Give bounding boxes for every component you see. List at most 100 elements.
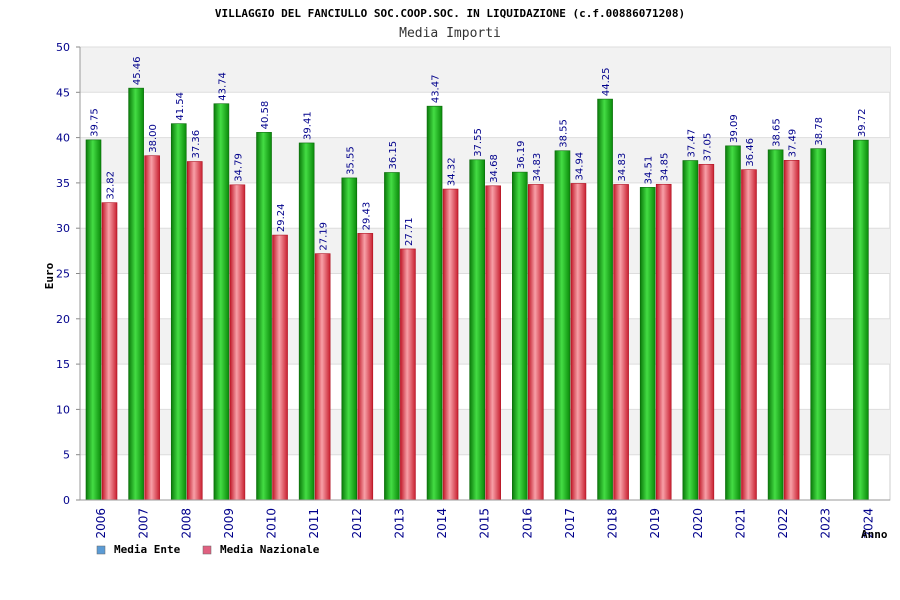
x-tick-label-2008: 2008 [179,508,193,539]
data-label-media-ente-2008: 41.54 [175,92,186,121]
bar-media-nazionale-2017 [570,183,587,501]
data-label-media-nazionale-2019: 34.85 [660,153,671,182]
bar-media-ente-2017 [554,150,571,501]
y-tick-label: 40 [56,132,70,145]
x-tick-label-2023: 2023 [819,508,833,539]
x-tick-label-2013: 2013 [392,508,406,539]
data-label-media-nazionale-2013: 27.71 [404,217,415,246]
bar-media-ente-2009 [213,103,230,501]
bar-media-ente-2022 [767,149,784,501]
data-label-media-ente-2007: 45.46 [132,56,143,85]
x-tick-label-2014: 2014 [435,508,449,539]
y-tick-label: 15 [56,358,70,371]
bar-media-nazionale-2020 [698,164,715,501]
y-tick-label: 30 [56,222,70,235]
chart-subtitle: Media Importi [399,26,501,41]
bar-media-ente-2021 [725,145,741,501]
bar-media-ente-2018 [597,98,613,501]
legend-swatch-media-nazionale [202,545,212,555]
data-label-media-nazionale-2012: 29.43 [361,202,372,231]
x-tick-label-2007: 2007 [137,508,151,539]
data-label-media-ente-2011: 39.41 [303,111,314,140]
bar-media-ente-2011 [298,142,315,501]
legend: Media Ente Media Nazionale [96,543,320,556]
y-tick-label: 5 [63,449,70,462]
legend-swatch-media-ente [96,545,106,555]
bar-media-ente-2006 [85,139,102,501]
bar-media-ente-2020 [682,160,699,501]
bar-media-nazionale-2009 [229,184,246,501]
bar-media-ente-2015 [469,159,485,501]
bar-media-ente-2014 [426,105,443,501]
data-label-media-nazionale-2007: 38.00 [148,124,159,153]
data-label-media-nazionale-2010: 29.24 [276,203,287,232]
x-axis-ticks: 2006 2007 2008 2009 2010 2011 2012 2013 2014 2015… [80,499,890,539]
data-label-media-nazionale-2017: 34.94 [574,152,585,181]
bar-media-nazionale-2014 [442,188,459,501]
bar-media-nazionale-2006 [101,202,118,501]
bar-media-ente-2024 [853,139,869,501]
bar-media-nazionale-2016 [528,184,544,501]
bar-media-nazionale-2019 [655,183,672,501]
bar-media-ente-2023 [810,148,827,501]
bar-media-ente-2008 [170,123,187,501]
x-tick-label-2016: 2016 [520,508,534,539]
bar-media-nazionale-2013 [400,248,416,501]
data-label-media-ente-2018: 44.25 [601,67,612,96]
bar-media-ente-2007 [128,87,144,501]
plot-band [80,47,890,93]
y-tick-label: 35 [56,177,70,190]
bar-media-nazionale-2015 [485,185,501,501]
data-label-media-ente-2006: 39.75 [90,108,101,137]
x-tick-label-2009: 2009 [222,508,236,539]
y-tick-label: 20 [56,313,70,326]
bar-media-ente-2012 [341,177,358,501]
data-label-media-ente-2023: 38.78 [814,117,825,146]
legend-label-media-ente: Media Ente [114,543,181,556]
x-tick-label-2017: 2017 [563,508,577,539]
y-tick-label: 25 [56,268,70,281]
x-tick-label-2015: 2015 [478,508,492,539]
data-label-media-nazionale-2006: 32.82 [106,171,117,200]
bar-media-nazionale-2021 [741,169,757,501]
y-axis-ticks: 0 5 10 15 20 25 30 35 40 45 50 [56,41,81,507]
data-label-media-ente-2016: 36.19 [516,140,527,169]
data-label-media-ente-2022: 38.65 [772,118,783,147]
bar-media-nazionale-2007 [144,155,160,501]
y-tick-label: 45 [56,86,70,99]
data-label-media-nazionale-2015: 34.68 [489,154,500,183]
x-tick-label-2024: 2024 [861,508,875,539]
legend-label-media-nazionale: Media Nazionale [220,543,320,556]
y-tick-label: 10 [56,403,70,416]
data-label-media-ente-2015: 37.55 [473,128,484,157]
chart-title: VILLAGGIO DEL FANCIULLO SOC.COOP.SOC. IN… [215,7,685,20]
data-label-media-nazionale-2016: 34.83 [532,153,543,182]
data-label-media-nazionale-2009: 34.79 [233,153,244,182]
bar-media-nazionale-2018 [613,184,629,501]
data-label-media-nazionale-2014: 34.32 [447,157,458,186]
x-axis-label: Anno [861,528,888,541]
data-label-media-nazionale-2020: 37.05 [702,133,713,162]
x-tick-label-2010: 2010 [265,508,279,539]
data-label-media-ente-2010: 40.58 [260,101,271,130]
bar-media-nazionale-2010 [272,234,288,501]
bar-media-ente-2016 [512,171,528,501]
bar-media-nazionale-2012 [357,233,374,501]
x-tick-label-2020: 2020 [691,508,705,539]
data-label-media-nazionale-2018: 34.83 [617,153,628,182]
bar-media-nazionale-2011 [314,253,331,501]
data-label-media-ente-2014: 43.47 [431,75,442,104]
bar-media-ente-2019 [639,187,656,501]
x-tick-label-2019: 2019 [648,508,662,539]
data-label-media-ente-2009: 43.74 [217,72,228,101]
bar-media-nazionale-2008 [186,161,203,501]
data-label-media-ente-2020: 37.47 [686,129,697,158]
data-label-media-ente-2021: 39.09 [729,114,740,143]
y-tick-label: 50 [56,41,70,54]
data-label-media-nazionale-2011: 27.19 [319,222,330,251]
x-tick-label-2018: 2018 [606,508,620,539]
x-tick-label-2011: 2011 [307,508,321,539]
x-tick-label-2021: 2021 [733,508,747,539]
x-tick-label-2022: 2022 [776,508,790,539]
